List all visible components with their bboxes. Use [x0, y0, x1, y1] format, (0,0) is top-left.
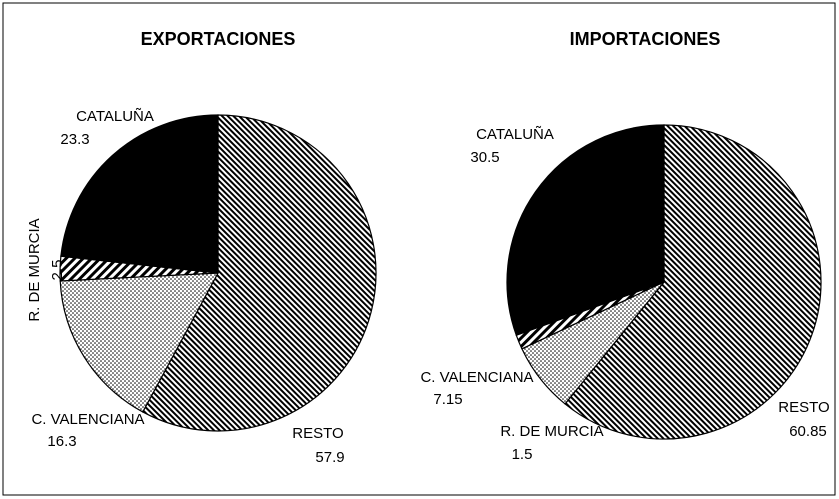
slice-value: 23.3 — [60, 131, 89, 148]
slice-value: 1.5 — [512, 446, 533, 463]
slice-value: 7.15 — [433, 391, 462, 408]
slice-label: CATALUÑA — [476, 126, 554, 143]
slice-label: C. VALENCIANA — [420, 369, 533, 386]
slice-label: RESTO — [778, 399, 829, 416]
slice-label: R. DE MURCIA — [26, 218, 43, 321]
slice-value: 57.9 — [315, 449, 344, 466]
slice-value: 16.3 — [47, 433, 76, 450]
slice-label: RESTO — [292, 425, 343, 442]
pie-slice — [141, 114, 377, 432]
pie-slice — [506, 124, 665, 336]
slice-value: 2.5 — [49, 260, 66, 281]
chart-title: IMPORTACIONES — [570, 29, 721, 49]
pie-slice — [564, 124, 822, 440]
slice-value: 60.85 — [789, 423, 827, 440]
pie-slice — [59, 272, 220, 413]
chart-title: EXPORTACIONES — [141, 29, 296, 49]
slice-value: 30.5 — [470, 149, 499, 166]
slice-label: R. DE MURCIA — [500, 423, 603, 440]
slice-label: CATALUÑA — [76, 108, 154, 125]
pie-slice — [60, 114, 219, 274]
slice-label: C. VALENCIANA — [31, 411, 144, 428]
